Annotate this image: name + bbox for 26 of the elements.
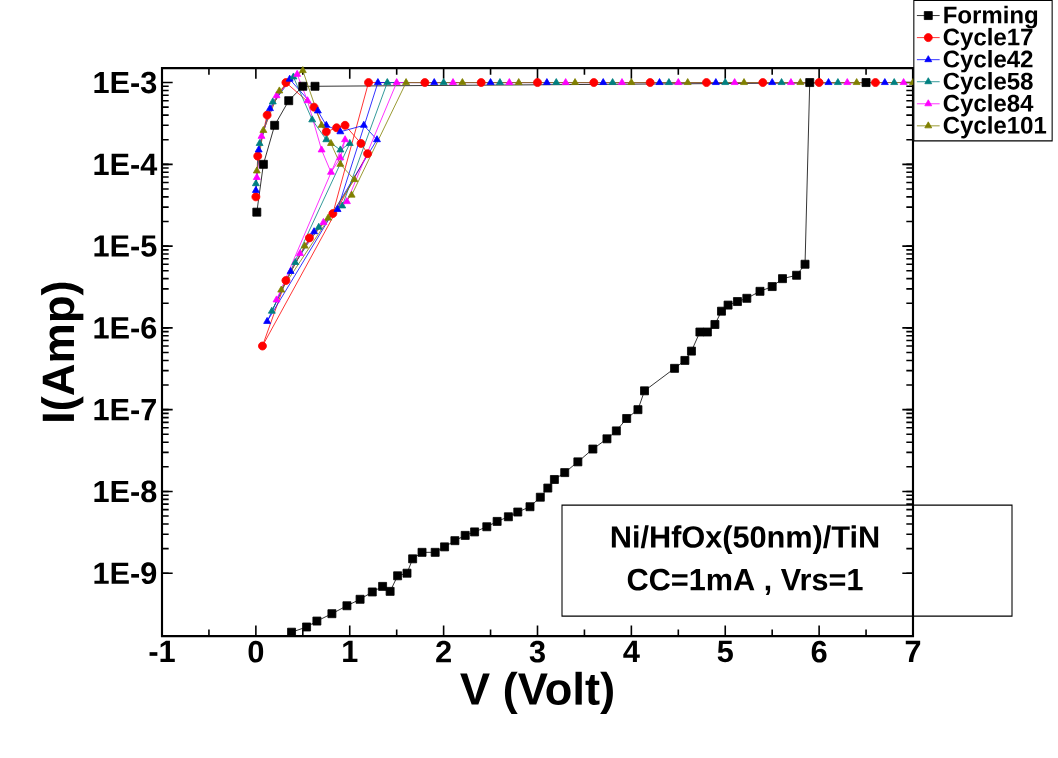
y-tick-label: 1E-8 [94,480,157,503]
legend-label: Cycle42 [943,49,1033,73]
x-tick-label: 7 [905,640,921,662]
x-tick-label: 2 [436,640,451,663]
x-tick-label: 6 [811,640,827,663]
legend-label: Forming [944,5,1038,29]
x-tick-label: 3 [529,640,545,663]
x-tick-label: 1 [343,640,358,662]
legend-label: Cycle84 [943,94,1034,117]
x-tick-label: -1 [149,640,175,662]
x-tick-label: 0 [248,640,264,663]
y-axis-title: I(Amp) [41,282,84,421]
x-tick-label: 5 [717,640,733,663]
legend-label: Cycle58 [943,71,1033,95]
y-tick-label: 1E-6 [94,316,157,339]
y-tick-label: 1E-4 [94,153,158,175]
y-tick-label: 1E-5 [94,235,157,257]
annotation: Ni/HfOx(50nm)/TiN [611,525,879,554]
y-tick-label: 1E-9 [94,562,157,584]
y-tick-label: 1E-7 [94,399,156,421]
y-tick-label: 1E-3 [94,71,157,94]
x-axis-title: V (Volt) [460,671,613,714]
x-tick-label: 4 [623,640,640,662]
annotation: CC=1mA , Vrs=1 [627,568,863,595]
legend-label: Cycle101 [943,116,1047,139]
legend-label: Cycle17 [943,27,1033,51]
